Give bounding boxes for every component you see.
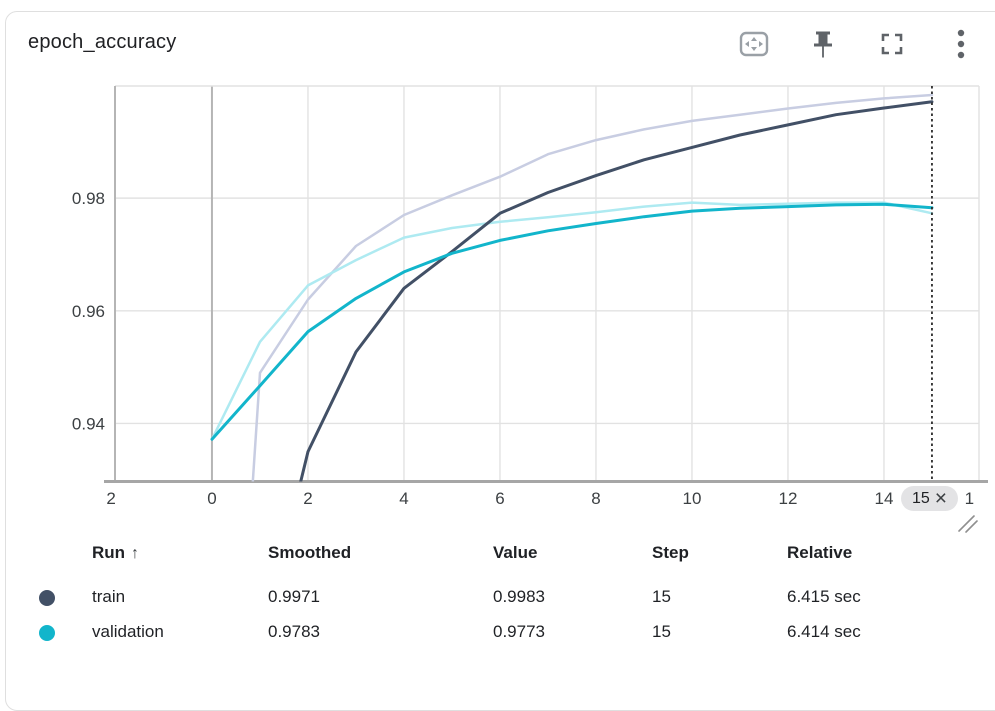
selected-step-pill[interactable]: 15 × <box>901 486 958 511</box>
selected-step-label: 15 <box>911 489 930 507</box>
more-options-button[interactable] <box>941 24 981 64</box>
series-line-validation-smoothed <box>210 202 934 441</box>
sort-ascending-icon: ↑ <box>131 545 140 562</box>
series-group <box>210 93 934 482</box>
fit-domain-button[interactable] <box>734 24 774 64</box>
x-tick-label-faded: 1 <box>965 489 974 508</box>
x-tick-label: 8 <box>591 489 600 508</box>
x-tick-label: 14 <box>874 489 893 508</box>
x-tick-label: 10 <box>682 489 701 508</box>
smoothed-value: 0.9783 <box>268 622 320 641</box>
resize-handle-icon[interactable] <box>965 520 978 533</box>
series-line-validation-raw <box>210 201 934 441</box>
y-tick-label: 0.96 <box>72 302 105 321</box>
relative-time: 6.415 sec <box>787 587 861 606</box>
x-tick-label: 4 <box>399 489 408 508</box>
smoothed-value: 0.9971 <box>268 587 320 606</box>
x-tick-label: 12 <box>778 489 797 508</box>
column-header-relative[interactable]: Relative <box>787 543 853 562</box>
run-name: validation <box>92 622 164 641</box>
series-line-train-raw <box>251 93 934 482</box>
x-tick-label: 2 <box>303 489 312 508</box>
fit-to-data-icon <box>739 31 769 57</box>
accuracy-chart[interactable]: 0 2 4 6 8 10 12 14 2 1 0.98 0.96 0.94 <box>0 0 995 535</box>
relative-time: 6.414 sec <box>787 622 861 641</box>
y-tick-label: 0.94 <box>72 414 105 433</box>
close-step-icon[interactable]: × <box>934 486 948 510</box>
kebab-menu-icon <box>957 29 965 59</box>
pin-icon <box>814 31 832 58</box>
fullscreen-icon <box>881 33 903 55</box>
x-tick-label: 0 <box>207 489 216 508</box>
step-value: 15 <box>652 622 671 641</box>
page-title: epoch_accuracy <box>28 31 177 53</box>
column-header-smoothed[interactable]: Smoothed <box>268 543 352 562</box>
table-row-validation: validation 0.9783 0.9773 15 6.414 sec <box>0 622 995 646</box>
x-tick-label-faded: 2 <box>106 489 115 508</box>
column-header-step[interactable]: Step <box>652 543 689 562</box>
table-header-row: Run ↑ Smoothed Value Step Relative <box>0 543 995 567</box>
y-tick-label: 0.98 <box>72 189 105 208</box>
series-line-train-smoothed <box>299 100 934 482</box>
raw-value: 0.9773 <box>493 622 545 641</box>
column-header-run[interactable]: Run ↑ <box>92 543 140 562</box>
resize-handle-icon[interactable] <box>958 515 975 532</box>
pin-card-button[interactable] <box>803 24 843 64</box>
run-color-dot <box>39 625 55 641</box>
run-color-dot <box>39 590 55 606</box>
table-row-train: train 0.9971 0.9983 15 6.415 sec <box>0 587 995 611</box>
column-header-value[interactable]: Value <box>493 543 538 562</box>
x-tick-label: 6 <box>495 489 504 508</box>
raw-value: 0.9983 <box>493 587 545 606</box>
step-value: 15 <box>652 587 671 606</box>
fullscreen-button[interactable] <box>872 24 912 64</box>
run-name: train <box>92 587 126 606</box>
